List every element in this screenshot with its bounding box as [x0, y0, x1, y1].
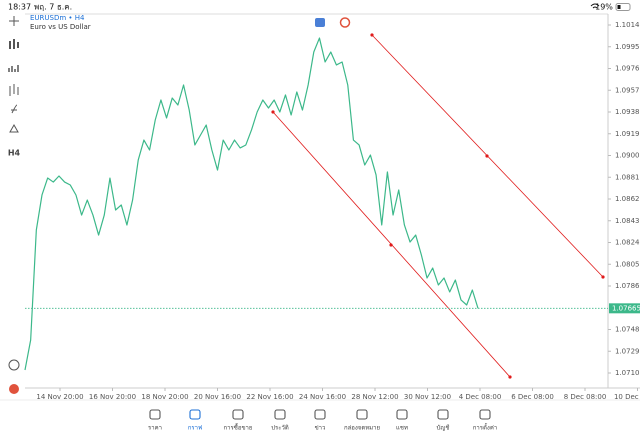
- y-tick-label: 1.07480: [615, 326, 640, 334]
- trend-handle[interactable]: [370, 33, 374, 37]
- nav-label[interactable]: การตั้งค่า: [473, 422, 497, 432]
- y-tick-label: 1.08430: [615, 217, 640, 225]
- nav-icon[interactable]: [189, 409, 201, 420]
- x-tick-label: 24 Nov 16:00: [299, 393, 346, 401]
- objects-tool[interactable]: [9, 84, 19, 96]
- y-tick-label: 1.09950: [615, 43, 640, 51]
- price-line: [24, 37, 479, 371]
- timeframe-button[interactable]: H4: [8, 149, 21, 158]
- shapes-tool[interactable]: [9, 123, 19, 133]
- wifi-icon: [590, 3, 600, 9]
- nav-label[interactable]: กราฟ: [188, 425, 202, 432]
- x-tick-label: 18 Nov 20:00: [141, 393, 188, 401]
- battery-level: [617, 5, 621, 9]
- trend-handle[interactable]: [601, 275, 605, 279]
- trend-handle[interactable]: [485, 154, 489, 158]
- current-price-box: [609, 303, 640, 314]
- symbol[interactable]: EURUSDm • H4: [30, 14, 85, 22]
- nav-label[interactable]: ประวัติ: [271, 425, 289, 432]
- nav-label[interactable]: แชท: [396, 425, 408, 432]
- y-tick-label: 1.07290: [615, 347, 640, 355]
- trend-lines: [272, 34, 604, 378]
- nav-icon[interactable]: [149, 409, 161, 420]
- status-time: 18:37: [8, 3, 31, 12]
- y-tick-label: 1.08620: [615, 195, 640, 203]
- y-tick-label: 1.09380: [615, 108, 640, 116]
- status-battery: 19%: [595, 3, 613, 12]
- y-tick-label: 1.07100: [615, 369, 640, 377]
- trend-handle[interactable]: [271, 110, 275, 114]
- x-tick-label: 28 Nov 12:00: [351, 393, 398, 401]
- battery-icon: [615, 3, 631, 11]
- nav-icon[interactable]: [437, 409, 449, 420]
- bottom-nav: ราคา กราฟ การซื้อขาย ประวัติ ข่าว กล่องจดหมาย…: [148, 409, 497, 432]
- x-tick-label: 10 Dec 08:00: [614, 393, 640, 401]
- one-click-icon[interactable]: [315, 18, 325, 27]
- x-tick-label: 8 Dec 08:00: [564, 393, 607, 401]
- x-tick-label: 14 Nov 20:00: [36, 393, 83, 401]
- y-tick-label: 1.09570: [615, 86, 640, 94]
- fit-tool[interactable]: [8, 359, 20, 371]
- nav-icon[interactable]: [479, 409, 491, 420]
- y-tick-label: 1.07860: [615, 282, 640, 290]
- trend-handles: [271, 33, 605, 379]
- status-date: พฤ. 7 ธ.ค.: [34, 3, 72, 12]
- x-tick-label: 4 Dec 08:00: [459, 393, 502, 401]
- y-tick-label: 1.09760: [615, 65, 640, 73]
- chart-type-tool[interactable]: [9, 39, 19, 49]
- y-tick-label: 1.08810: [615, 173, 640, 181]
- x-tick-label: 20 Nov 16:00: [194, 393, 241, 401]
- y-tick-label: 1.10140: [615, 21, 640, 29]
- symbol-description: Euro vs US Dollar: [30, 23, 91, 31]
- logo-icon: [9, 384, 19, 394]
- trend-handle[interactable]: [508, 375, 512, 379]
- x-tick-label: 16 Nov 20:00: [89, 393, 136, 401]
- nav-icon[interactable]: [356, 409, 368, 420]
- x-tick-label: 6 Dec 08:00: [511, 393, 554, 401]
- current-price-label: 1.07665: [612, 304, 640, 312]
- nav-label[interactable]: บัญชี: [437, 424, 450, 432]
- nav-icon[interactable]: [274, 409, 286, 420]
- nav-label[interactable]: กล่องจดหมาย: [344, 425, 380, 432]
- trend-handle[interactable]: [389, 243, 393, 247]
- function-tool[interactable]: [11, 104, 18, 114]
- y-tick-label: 1.08240: [615, 239, 640, 247]
- left-toolbar: [8, 16, 20, 371]
- indicator-icon[interactable]: [339, 17, 351, 28]
- nav-label[interactable]: ราคา: [148, 425, 162, 432]
- y-tick-label: 1.09190: [615, 130, 640, 138]
- y-tick-label: 1.09000: [615, 152, 640, 160]
- nav-label[interactable]: ข่าว: [315, 425, 326, 432]
- x-tick-label: 22 Nov 16:00: [246, 393, 293, 401]
- nav-icon[interactable]: [314, 409, 326, 420]
- y-tick-label: 1.08050: [615, 260, 640, 268]
- nav-label[interactable]: การซื้อขาย: [224, 422, 253, 432]
- nav-icon[interactable]: [396, 409, 408, 420]
- nav-icon[interactable]: [232, 409, 244, 420]
- x-tick-label: 30 Nov 12:00: [404, 393, 451, 401]
- indicators-tool[interactable]: [8, 65, 19, 72]
- crosshair-tool[interactable]: [9, 16, 19, 26]
